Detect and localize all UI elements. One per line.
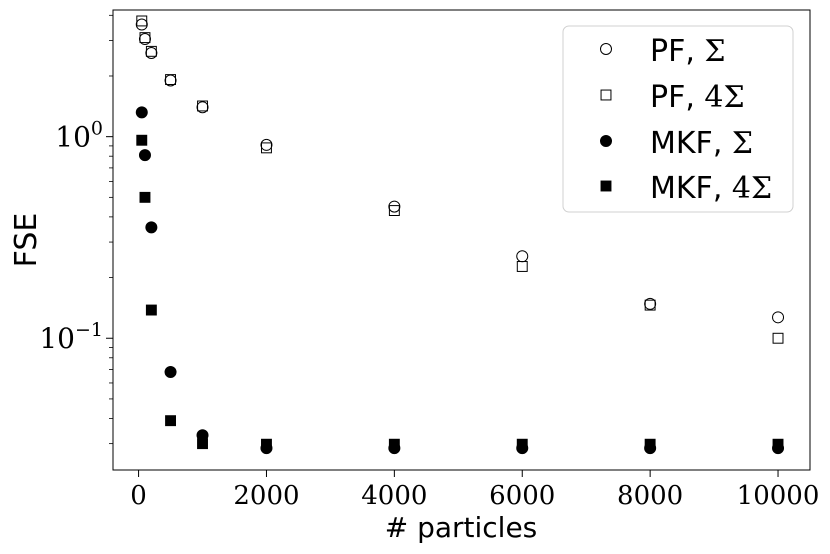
data-point [388, 438, 400, 450]
data-point [138, 149, 151, 162]
data-point [139, 191, 151, 203]
data-point [772, 311, 785, 324]
data-point [772, 332, 784, 344]
data-point [139, 32, 151, 44]
data-point [644, 297, 657, 310]
x-tick-label: 0 [130, 481, 147, 511]
x-axis: 0 2000 4000 6000 8000 10000 [130, 470, 819, 511]
x-tick-label: 4000 [361, 481, 427, 511]
data-point [644, 299, 656, 311]
data-point [197, 100, 208, 112]
legend: PF, Σ PF, 4Σ MKF, Σ MKF, 4Σ [562, 25, 794, 213]
x-tick-label: 6000 [489, 481, 555, 511]
legend-label: PF, 4Σ [650, 80, 745, 115]
data-point [145, 304, 157, 316]
data-point [164, 366, 177, 379]
y-tick-label: 10−1 [39, 319, 103, 355]
y-tick-label: 100 [55, 118, 103, 154]
data-point [136, 134, 148, 146]
legend-marker [600, 135, 612, 147]
data-point [145, 45, 157, 57]
data-point [644, 438, 656, 450]
data-point [388, 200, 401, 213]
x-axis-label: # particles [385, 511, 538, 544]
axes-frame [112, 9, 811, 471]
data-point [196, 101, 209, 114]
x-tick-label: 8000 [617, 481, 683, 511]
data-point [138, 33, 151, 46]
data-point [260, 138, 273, 151]
legend-marker [600, 180, 612, 192]
data-point [136, 15, 148, 27]
legend-label: PF, Σ [650, 34, 726, 69]
legend-marker [600, 43, 612, 55]
y-axis-label: FSE [9, 213, 44, 268]
data-point [197, 438, 208, 450]
legend-label: MKF, Σ [650, 126, 753, 161]
data-point [165, 415, 177, 427]
data-point [261, 438, 272, 450]
data-point [135, 18, 148, 31]
plot-area [135, 15, 785, 455]
legend-frame [562, 25, 794, 213]
data-point [165, 74, 177, 86]
x-tick-label: 10000 [737, 481, 820, 511]
data-point [135, 106, 148, 119]
y-axis: 100 10−1 [39, 14, 113, 445]
x-tick-label: 2000 [233, 481, 299, 511]
data-point [261, 142, 272, 154]
legend-marker [600, 89, 612, 101]
data-point [145, 47, 158, 60]
data-point [516, 438, 528, 450]
data-point [516, 261, 528, 272]
legend-label: MKF, 4Σ [650, 171, 772, 206]
data-point [145, 221, 158, 234]
data-point [772, 438, 784, 450]
data-point [388, 205, 400, 217]
